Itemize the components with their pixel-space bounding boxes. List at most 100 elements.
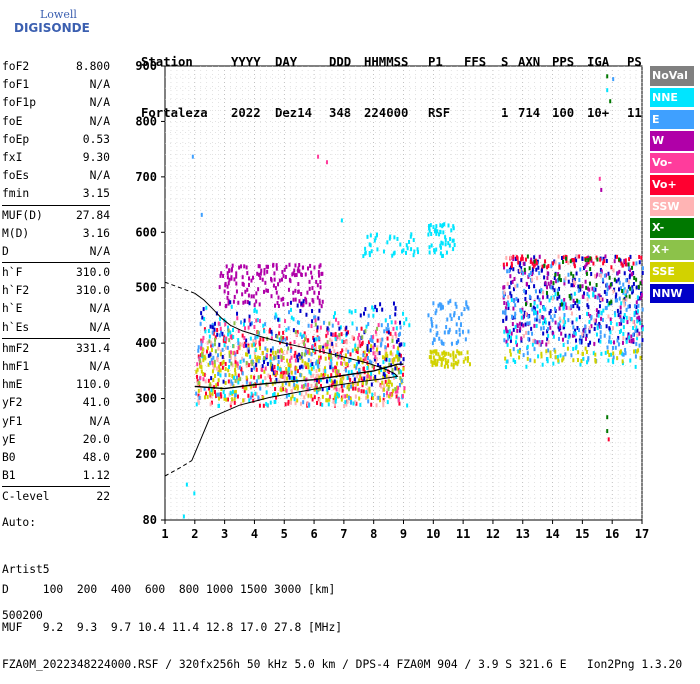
- echo-point: [612, 77, 615, 82]
- echo-point: [290, 346, 293, 351]
- echo-point: [516, 323, 519, 328]
- echo-point: [429, 223, 432, 228]
- echo-point: [430, 316, 433, 321]
- echo-point: [531, 272, 534, 277]
- echo-point: [304, 361, 307, 366]
- echo-point: [235, 281, 238, 286]
- echo-point: [270, 278, 273, 283]
- echo-point: [229, 334, 232, 339]
- echo-point: [333, 349, 336, 354]
- echo-point: [311, 309, 314, 314]
- echo-point: [365, 324, 368, 329]
- echo-point: [242, 398, 245, 403]
- echo-point: [374, 354, 377, 359]
- echo-point: [536, 295, 539, 300]
- echo-point: [292, 271, 295, 276]
- echo-point: [521, 315, 524, 320]
- echo-point: [261, 379, 264, 384]
- values-7: 1: [501, 106, 509, 120]
- echo-point: [438, 302, 441, 307]
- echo-point: [609, 317, 612, 322]
- echo-point: [217, 321, 220, 326]
- echo-point: [272, 367, 275, 372]
- echo-point: [334, 399, 337, 404]
- echo-point: [260, 268, 263, 273]
- echo-point: [219, 373, 222, 378]
- echo-point: [505, 339, 508, 344]
- param-key: fmin: [2, 187, 30, 201]
- echo-point: [326, 342, 329, 347]
- echo-point: [318, 379, 321, 384]
- echo-point: [451, 238, 454, 243]
- echo-point: [368, 386, 371, 391]
- echo-point: [236, 394, 239, 399]
- echo-point: [330, 332, 333, 337]
- echo-point: [534, 310, 537, 315]
- echo-point: [229, 382, 232, 387]
- echo-point: [441, 241, 444, 246]
- echo-point: [272, 283, 275, 288]
- echo-point: [227, 281, 230, 286]
- echo-point: [608, 285, 611, 290]
- echo-point: [520, 336, 523, 341]
- echo-point: [435, 351, 438, 356]
- echo-point: [277, 355, 280, 360]
- echo-point: [519, 261, 522, 266]
- echo-point: [317, 387, 320, 392]
- echo-point: [629, 254, 632, 259]
- echo-point: [506, 269, 509, 274]
- echo-point: [628, 304, 631, 309]
- echo-point: [272, 263, 275, 268]
- echo-point: [599, 297, 602, 302]
- echo-point: [636, 319, 639, 324]
- x-tick-label: 7: [340, 527, 347, 541]
- echo-point: [440, 361, 443, 366]
- echo-point: [369, 338, 372, 343]
- echo-point: [393, 375, 396, 380]
- echo-point: [289, 300, 292, 305]
- echo-point: [289, 348, 292, 353]
- echo-point: [444, 360, 447, 365]
- echo-point: [224, 281, 227, 286]
- echo-point: [533, 262, 536, 267]
- echo-point: [442, 223, 445, 228]
- echo-point: [399, 353, 402, 358]
- echo-point: [515, 342, 518, 347]
- echo-point: [533, 323, 536, 328]
- echo-point: [340, 218, 343, 223]
- param-value: 8.800: [75, 60, 110, 73]
- echo-point: [211, 360, 214, 365]
- echo-point: [345, 347, 348, 352]
- echo-point: [557, 358, 560, 363]
- echo-point: [217, 378, 220, 383]
- echo-point: [394, 320, 397, 325]
- echo-point: [269, 353, 272, 358]
- echo-point: [584, 346, 587, 351]
- echo-point: [383, 393, 386, 398]
- param-row: B1 1.12: [2, 467, 110, 485]
- echo-point: [374, 350, 377, 355]
- echo-point: [572, 274, 575, 279]
- echo-point: [395, 354, 398, 359]
- echo-point: [508, 329, 511, 334]
- echo-point: [242, 300, 245, 305]
- echo-point: [560, 299, 563, 304]
- echo-point: [520, 338, 523, 343]
- echo-point: [636, 316, 639, 321]
- echo-point: [542, 326, 545, 331]
- echo-point: [292, 385, 295, 390]
- echo-point: [459, 322, 462, 327]
- echo-point: [336, 372, 339, 377]
- echo-point: [579, 340, 582, 345]
- echo-point: [624, 258, 627, 263]
- echo-point: [385, 374, 388, 379]
- echo-point: [310, 374, 313, 379]
- echo-point: [346, 376, 349, 381]
- echo-point: [604, 305, 607, 310]
- echo-point: [291, 389, 294, 394]
- echo-point: [439, 223, 442, 228]
- echo-point: [452, 365, 455, 370]
- echo-point: [447, 351, 450, 356]
- echo-point: [428, 226, 431, 231]
- echo-point: [573, 262, 576, 267]
